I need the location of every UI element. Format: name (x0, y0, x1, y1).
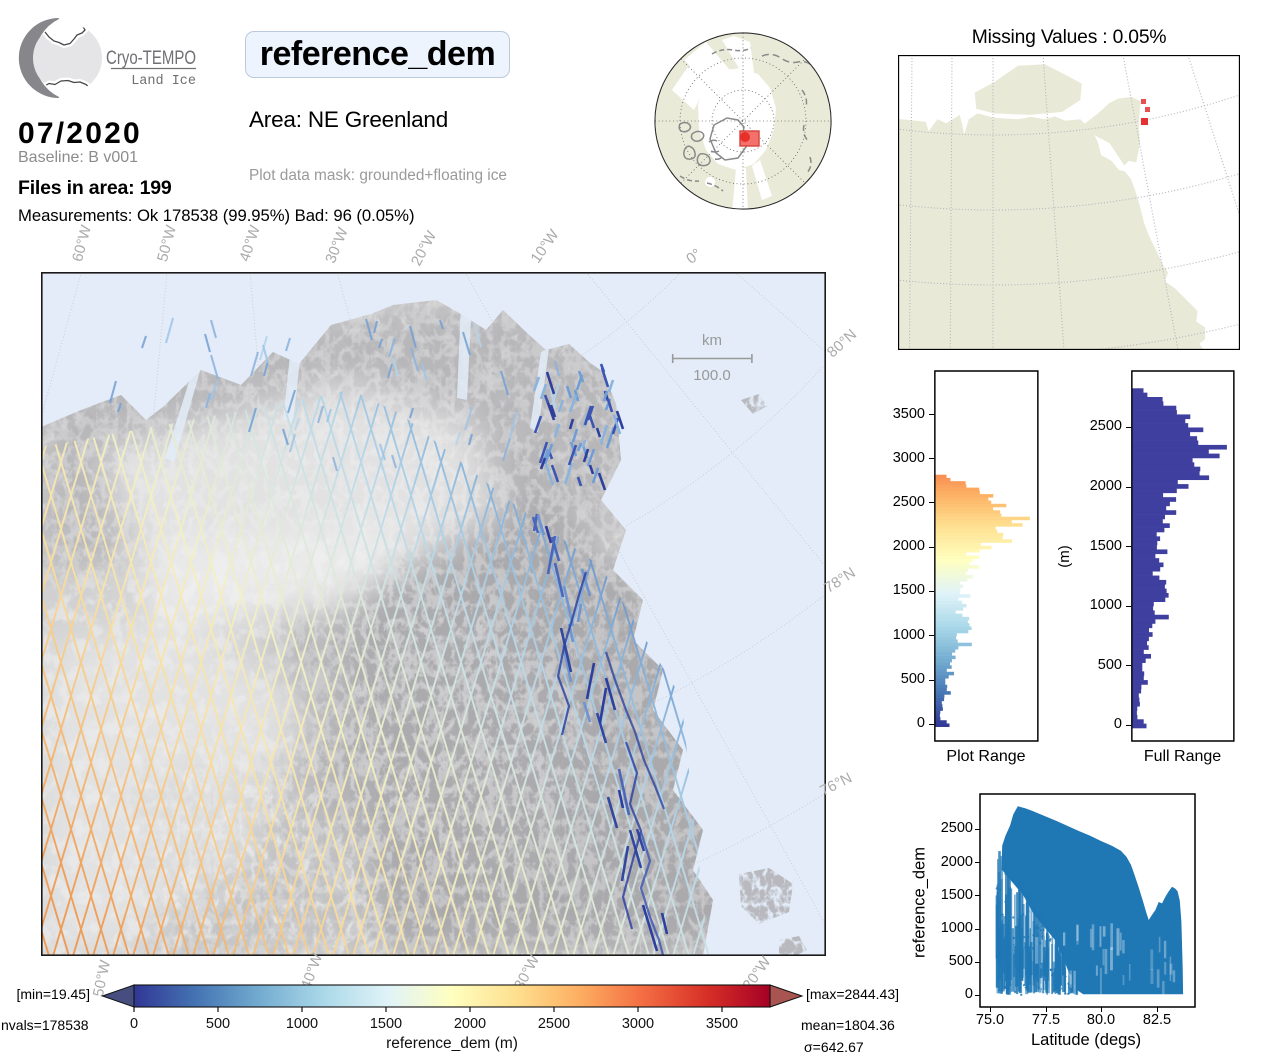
svg-text:1000: 1000 (286, 1016, 318, 1032)
svg-text:3000: 3000 (622, 1016, 654, 1032)
svg-text:1500: 1500 (370, 1016, 402, 1032)
svg-text:2500: 2500 (538, 1016, 570, 1032)
svg-text:Cryo-TEMPO: Cryo-TEMPO (106, 48, 196, 69)
svg-text:km: km (702, 332, 722, 349)
svg-text:3500: 3500 (706, 1016, 738, 1032)
svg-text:Land Ice: Land Ice (131, 74, 196, 89)
svg-text:2000: 2000 (454, 1016, 486, 1032)
svg-text:500: 500 (206, 1016, 230, 1032)
svg-text:0: 0 (130, 1016, 138, 1032)
svg-text:reference_dem (m): reference_dem (m) (386, 1035, 518, 1052)
svg-text:100.0: 100.0 (693, 367, 731, 384)
